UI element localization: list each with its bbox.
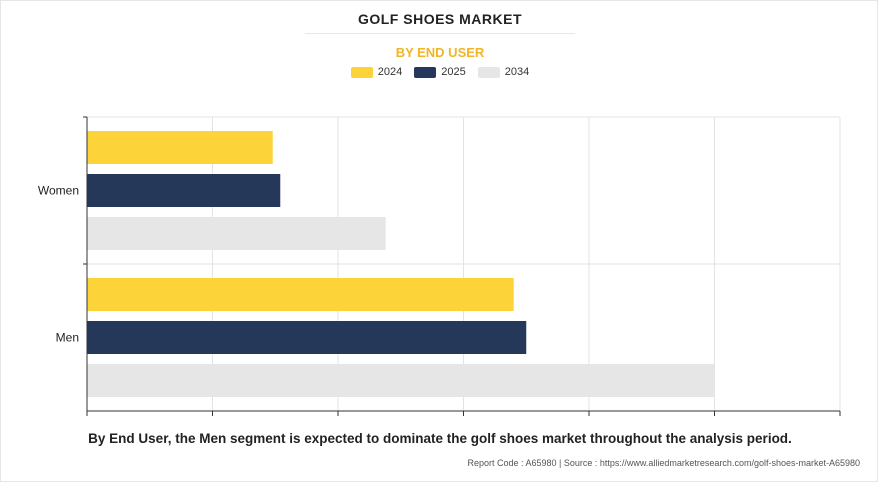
y-tick-label-women: Women [38, 184, 79, 198]
bar-men-2025 [87, 321, 527, 354]
legend-swatch-2024 [350, 66, 373, 78]
title-divider [305, 33, 575, 34]
bar-men-2024 [87, 278, 514, 311]
bar-men-2034 [87, 364, 715, 397]
legend: 2024 2025 2034 [0, 66, 880, 78]
bar-women-2034 [87, 217, 386, 250]
chart-subtitle: BY END USER [395, 45, 485, 60]
legend-item-2034[interactable]: 2034 [477, 66, 530, 78]
legend-swatch-2034 [477, 66, 500, 78]
chart-caption: By End User, the Men segment is expected… [88, 431, 792, 446]
bar-women-2025 [87, 174, 281, 207]
legend-label-2025: 2025 [441, 66, 466, 78]
legend-label-2034: 2034 [504, 66, 530, 78]
legend-swatch-2025 [414, 66, 437, 78]
legend-item-2024[interactable]: 2024 [350, 66, 403, 78]
legend-label-2024: 2024 [377, 66, 403, 78]
source-footer: Report Code : A65980 | Source : https://… [467, 458, 860, 468]
y-tick-label-men: Men [56, 331, 79, 345]
bar-women-2024 [87, 131, 273, 164]
legend-item-2025[interactable]: 2025 [414, 66, 466, 78]
chart-title: GOLF SHOES MARKET [357, 11, 523, 27]
